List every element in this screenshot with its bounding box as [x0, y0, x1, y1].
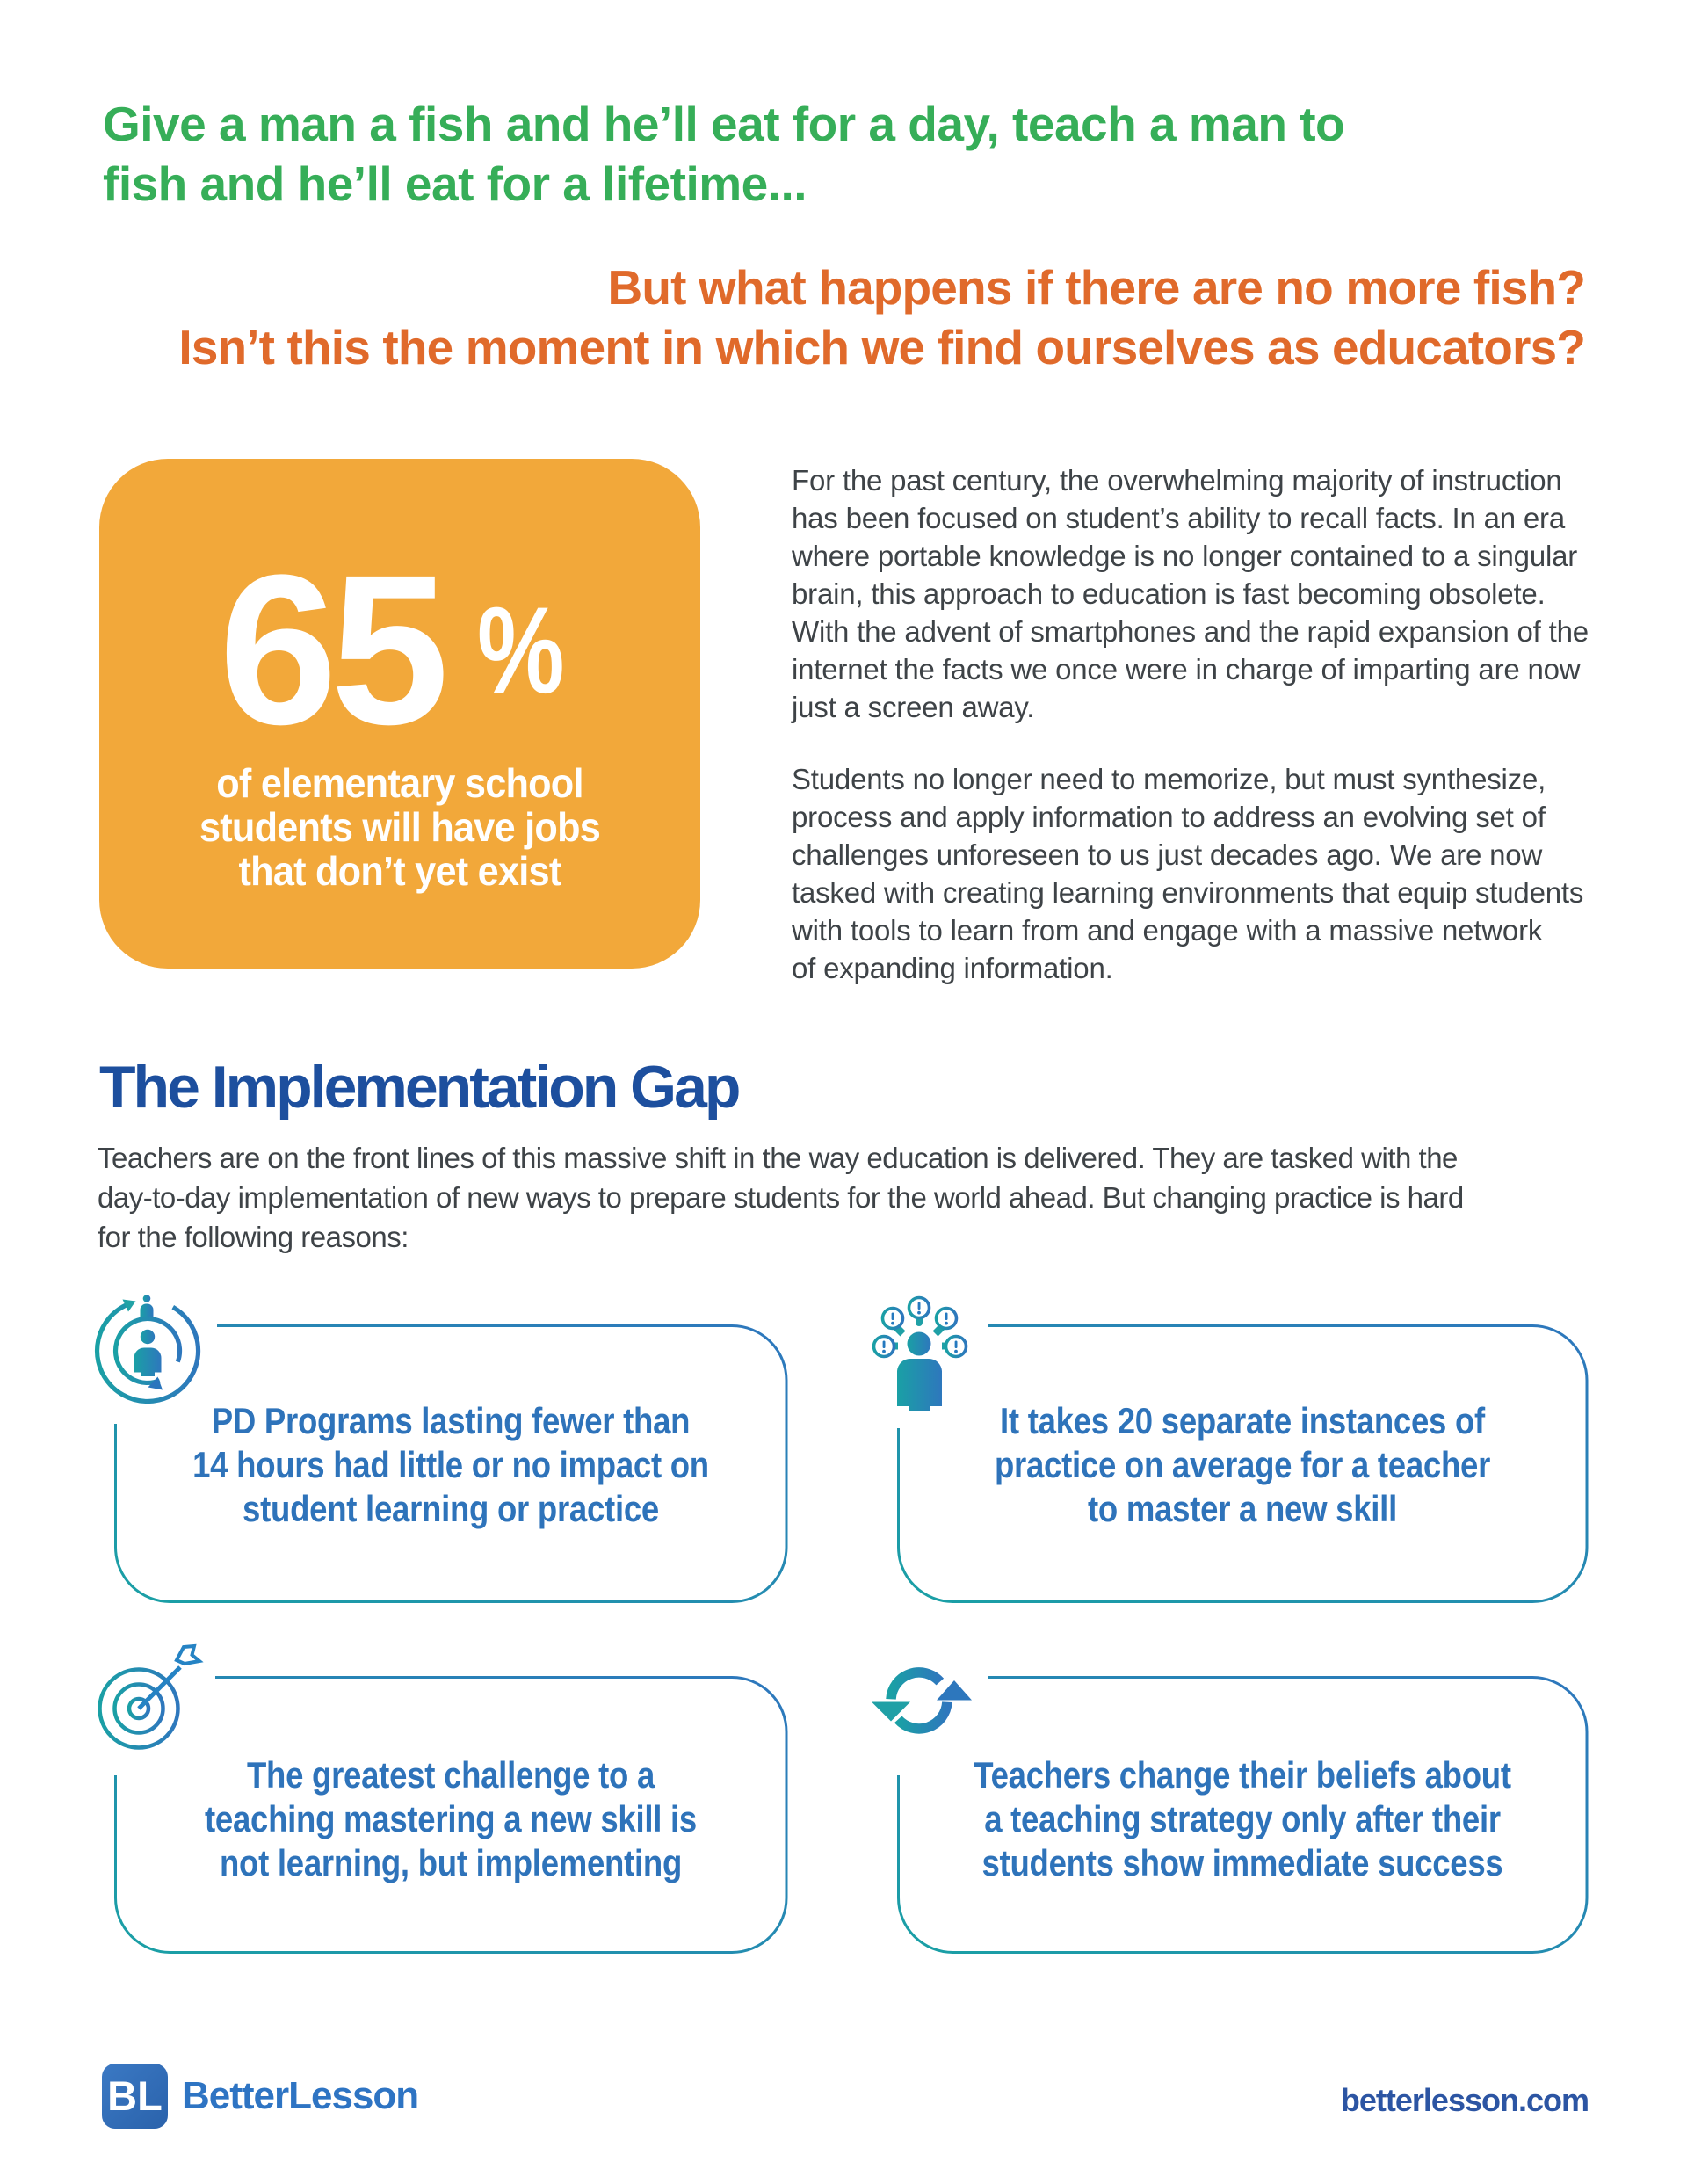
- svg-text:BL: BL: [107, 2072, 163, 2119]
